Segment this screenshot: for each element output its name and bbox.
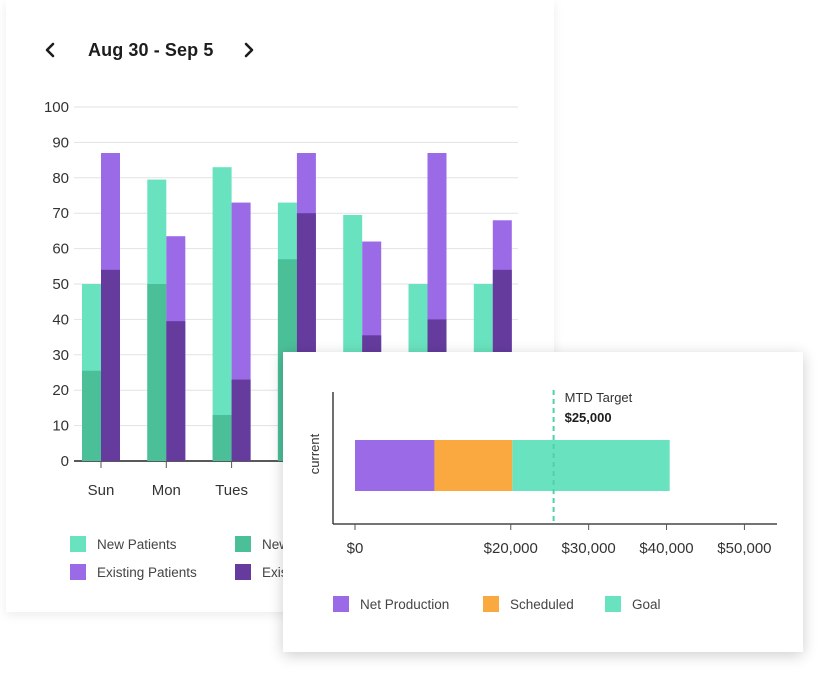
prev-week-button[interactable] — [36, 36, 64, 64]
bar — [166, 321, 186, 461]
mtd-target-value: $25,000 — [565, 410, 612, 425]
legend-item: Net Production — [333, 590, 483, 618]
x-tick-label: Mon — [152, 482, 181, 499]
legend-item: Existing Patients — [70, 558, 235, 586]
legend-label: New Patients — [97, 536, 177, 552]
bar — [147, 284, 167, 461]
stacked-bar-segment — [434, 440, 513, 491]
category-label: current — [307, 433, 322, 474]
production-card: current MTD Target $25,000 $0 $20,000 $30,000… — [283, 352, 803, 652]
production-bar-chart: current MTD Target $25,000 $0 $20,000 $30,000… — [307, 390, 777, 557]
legend-label: Goal — [632, 596, 661, 612]
patients-legend: New Patients New Existing Patients Exis — [70, 530, 410, 586]
next-week-button[interactable] — [235, 36, 263, 64]
legend-label: Net Production — [360, 596, 450, 612]
y-tick-label: 40 — [52, 311, 69, 328]
x-tick-label: $0 — [347, 540, 364, 557]
bar — [231, 379, 251, 461]
legend-label: New — [262, 536, 290, 552]
production-legend: Net Production Scheduled Goal — [333, 590, 793, 618]
chevron-left-icon — [45, 42, 55, 58]
y-tick-label: 90 — [52, 134, 69, 151]
y-tick-label: 30 — [52, 347, 69, 364]
legend-swatch — [483, 596, 499, 612]
bar — [212, 414, 232, 461]
legend-label: Scheduled — [510, 596, 574, 612]
bar — [101, 269, 120, 461]
legend-item: Goal — [605, 590, 725, 618]
mtd-target-label: MTD Target — [565, 390, 633, 405]
legend-label: Existing Patients — [97, 564, 197, 580]
date-range-label: Aug 30 - Sep 5 — [88, 39, 214, 60]
bar — [82, 370, 101, 461]
date-range-nav: Aug 30 - Sep 5 — [36, 36, 263, 64]
legend-item: New — [235, 530, 400, 558]
legend-item: New Patients — [70, 530, 235, 558]
x-tick-label: Sun — [88, 482, 115, 499]
x-tick-label: $50,000 — [717, 540, 771, 557]
legend-swatch — [70, 536, 86, 552]
legend-swatch — [235, 536, 251, 552]
legend-swatch — [333, 596, 349, 612]
y-tick-label: 20 — [52, 382, 69, 399]
legend-swatch — [235, 564, 251, 580]
legend-swatch — [605, 596, 621, 612]
x-tick-label: $20,000 — [484, 540, 538, 557]
x-tick-label: Tues — [215, 482, 248, 499]
y-tick-label: 10 — [52, 418, 69, 435]
x-tick-label: $40,000 — [639, 540, 693, 557]
chevron-right-icon — [245, 42, 254, 58]
y-tick-label: 70 — [52, 205, 69, 222]
y-tick-label: 100 — [44, 99, 69, 116]
y-tick-label: 0 — [61, 453, 69, 470]
legend-swatch — [70, 564, 86, 580]
x-tick-label: $30,000 — [562, 540, 616, 557]
legend-item: Scheduled — [483, 590, 605, 618]
legend-label: Exis — [262, 564, 288, 580]
y-tick-label: 60 — [52, 241, 69, 258]
stacked-bar-segment — [355, 440, 435, 491]
legend-item: Exis — [235, 558, 400, 586]
bar — [212, 167, 232, 461]
stacked-bar-segment — [512, 440, 670, 491]
y-tick-label: 50 — [52, 276, 69, 293]
y-tick-label: 80 — [52, 170, 69, 187]
